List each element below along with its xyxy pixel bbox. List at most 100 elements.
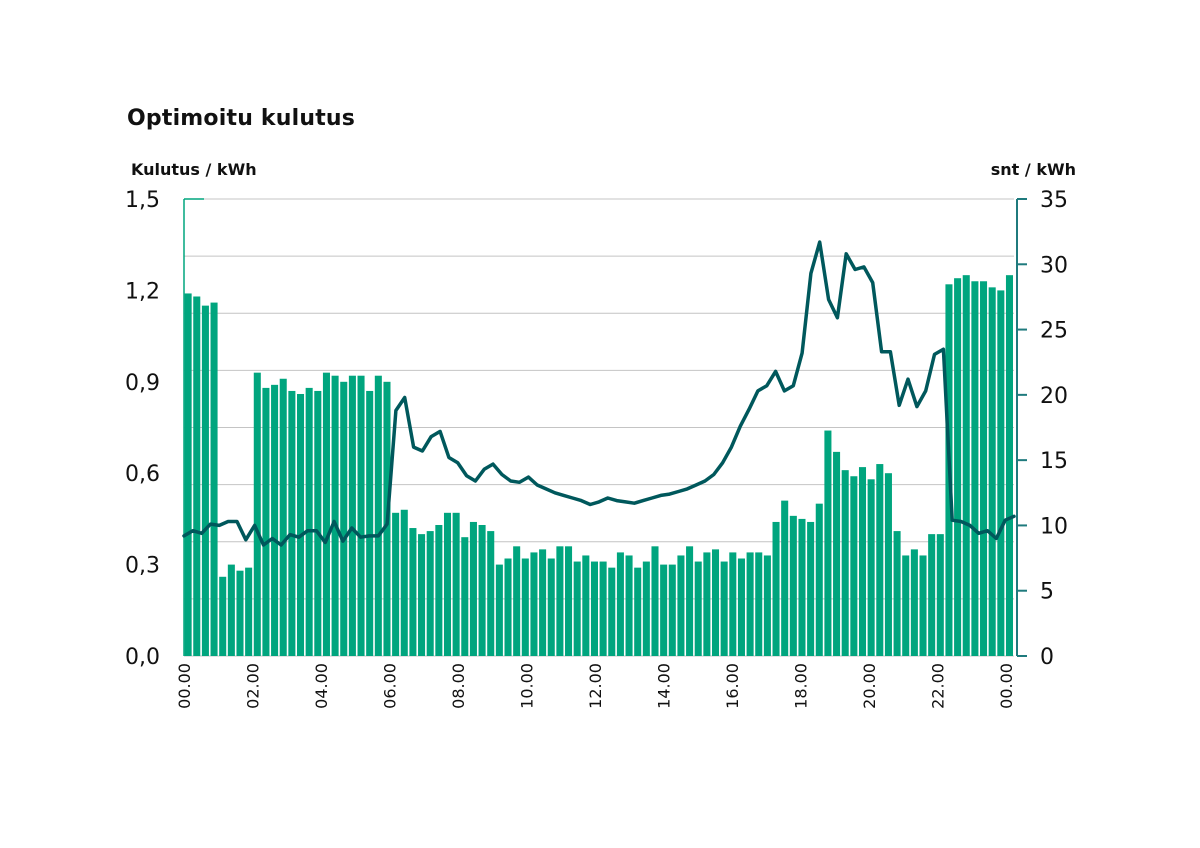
- consumption-bar: [858, 467, 867, 656]
- consumption-bar: [798, 518, 806, 656]
- consumption-bar: [305, 387, 313, 656]
- consumption-bar: [227, 564, 235, 656]
- right-tick-label: 0: [1040, 645, 1054, 670]
- consumption-bar: [504, 558, 512, 656]
- consumption-bar: [668, 564, 676, 656]
- consumption-bar: [409, 528, 417, 656]
- right-tick-label: 30: [1040, 253, 1068, 278]
- consumption-bar: [357, 375, 365, 656]
- price-line-group: [182, 240, 1016, 547]
- consumption-bar: [547, 558, 555, 656]
- consumption-bar: [426, 531, 434, 656]
- consumption-bar: [824, 430, 832, 656]
- right-tick-label: 15: [1040, 449, 1068, 474]
- consumption-bar: [374, 375, 382, 656]
- consumption-bar: [608, 567, 616, 656]
- consumption-bar: [340, 381, 348, 656]
- x-tick-label: 20.00: [860, 663, 879, 709]
- x-tick-label: 18.00: [792, 663, 811, 709]
- consumption-bar: [219, 576, 227, 656]
- consumption-bar: [980, 281, 988, 656]
- consumption-bar: [331, 375, 339, 656]
- left-tick-label: 0,3: [125, 554, 160, 579]
- consumption-bar: [772, 521, 780, 656]
- consumption-bar: [452, 512, 460, 656]
- left-axis-label: Kulutus / kWh: [131, 160, 257, 179]
- left-tick-label: 1,2: [125, 279, 160, 304]
- x-tick-label: 06.00: [381, 663, 400, 709]
- consumption-bar: [815, 503, 823, 656]
- x-tick-label: 12.00: [586, 663, 605, 709]
- right-tick-label: 25: [1040, 319, 1068, 344]
- consumption-bar: [599, 561, 607, 656]
- consumption-bar: [288, 390, 296, 656]
- consumption-bar: [729, 552, 737, 656]
- consumption-bar: [962, 275, 970, 656]
- consumption-bar: [876, 464, 884, 656]
- consumption-bar: [590, 561, 598, 656]
- consumption-bar: [400, 509, 408, 656]
- consumption-bar: [521, 558, 529, 656]
- left-tick-label: 0,0: [125, 645, 160, 670]
- consumption-bar: [271, 384, 279, 656]
- tick-labels: 0,0 0,3 0,6 0,9 1,2 1,5 0 5 10 15 20 25 30 35 00.00 02.…: [125, 188, 1068, 709]
- consumption-bar: [954, 278, 962, 656]
- consumption-bar: [720, 561, 728, 656]
- consumption-bar: [763, 555, 771, 656]
- right-axis-label: snt / kWh: [990, 160, 1076, 179]
- left-tick-label: 0,9: [125, 371, 160, 396]
- consumption-bar: [660, 564, 668, 656]
- x-tick-label: 08.00: [449, 663, 468, 709]
- consumption-bar: [296, 393, 305, 656]
- consumption-bar: [418, 534, 426, 656]
- consumption-bar: [997, 290, 1005, 656]
- axes: [183, 198, 1027, 657]
- consumption-bar: [893, 531, 901, 656]
- x-tick-label: 16.00: [723, 663, 742, 709]
- chart-title: Optimoitu kulutus: [127, 106, 356, 131]
- left-tick-label: 1,5: [125, 188, 160, 213]
- consumption-bar: [971, 281, 979, 656]
- consumption-bar: [487, 531, 495, 656]
- gridlines: [184, 198, 1014, 657]
- consumption-bar: [392, 512, 400, 656]
- consumption-bar: [902, 555, 910, 656]
- right-tick-label: 20: [1040, 384, 1068, 409]
- consumption-bar: [841, 470, 849, 656]
- price-line: [182, 240, 1016, 547]
- consumption-bar: [703, 552, 711, 656]
- consumption-bar: [919, 555, 927, 656]
- consumption-bar: [184, 293, 192, 656]
- consumption-bar: [461, 537, 469, 656]
- consumption-bar: [478, 524, 486, 656]
- x-tick-label: 10.00: [518, 663, 537, 709]
- consumption-bar: [988, 287, 996, 656]
- right-tick-label: 35: [1040, 188, 1068, 213]
- consumption-bar: [366, 390, 374, 656]
- consumption-bar: [279, 378, 287, 656]
- right-tick-label: 5: [1040, 580, 1054, 605]
- consumption-bar: [634, 567, 642, 656]
- consumption-bar: [322, 372, 330, 656]
- consumption-bar: [755, 552, 763, 656]
- consumption-bar: [781, 500, 789, 656]
- consumption-bar: [746, 552, 754, 656]
- x-tick-label: 04.00: [312, 663, 331, 709]
- consumption-bar: [928, 534, 936, 656]
- consumption-bar: [314, 390, 322, 656]
- consumption-bar: [443, 512, 452, 656]
- consumption-bar: [210, 302, 218, 656]
- consumption-bar: [573, 561, 581, 656]
- consumption-bar: [253, 372, 261, 656]
- consumption-bar: [807, 521, 815, 656]
- consumption-bar: [530, 552, 538, 656]
- consumption-bar: [565, 546, 573, 656]
- x-tick-label: 00.00: [175, 663, 194, 709]
- consumption-bar: [936, 534, 944, 656]
- consumption-bar: [262, 387, 270, 656]
- left-tick-label: 0,6: [125, 462, 160, 487]
- consumption-bar: [910, 549, 918, 656]
- consumption-bar: [677, 555, 685, 656]
- consumption-bar: [513, 546, 521, 656]
